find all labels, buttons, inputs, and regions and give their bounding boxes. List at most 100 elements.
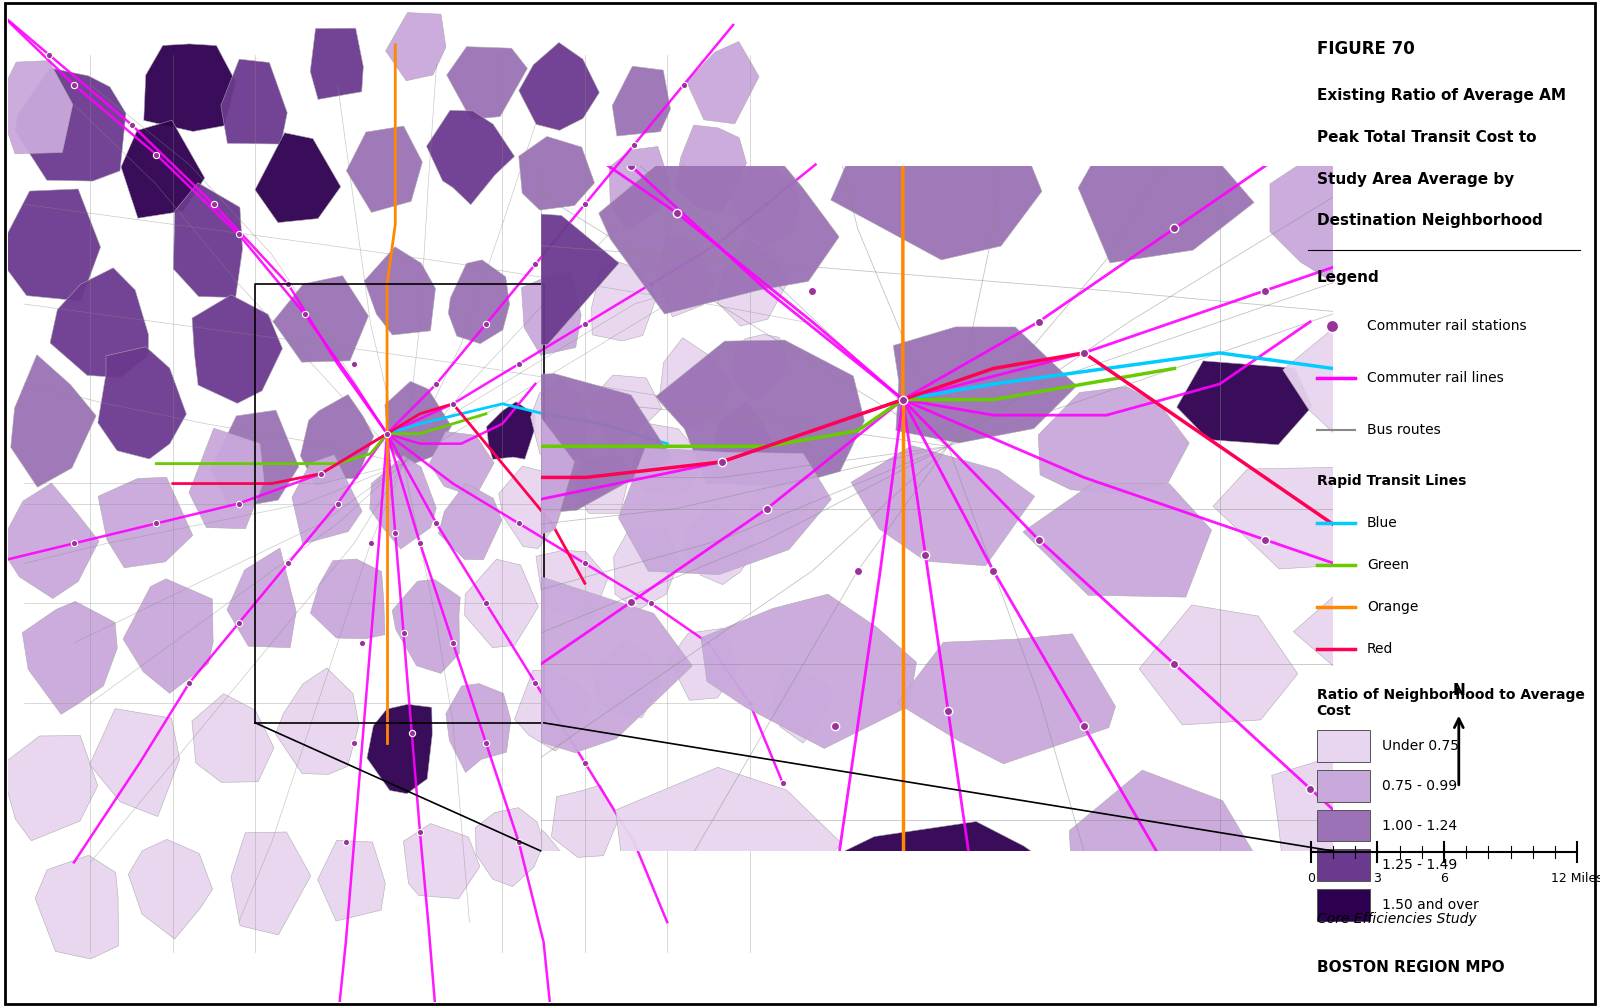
Polygon shape: [619, 448, 832, 575]
Polygon shape: [346, 126, 422, 212]
Polygon shape: [843, 822, 1067, 951]
Polygon shape: [586, 375, 662, 448]
Text: Commuter rail stations: Commuter rail stations: [1366, 319, 1526, 333]
Polygon shape: [98, 346, 186, 459]
Polygon shape: [475, 808, 544, 886]
Polygon shape: [90, 709, 179, 817]
Text: 6: 6: [1440, 872, 1448, 885]
Polygon shape: [531, 380, 587, 460]
Polygon shape: [522, 273, 581, 355]
Text: Legend: Legend: [1317, 270, 1379, 285]
Text: Commuter rail lines: Commuter rail lines: [1366, 371, 1504, 385]
Polygon shape: [486, 402, 536, 459]
Polygon shape: [1069, 770, 1259, 909]
Polygon shape: [1467, 284, 1600, 408]
Text: Red: Red: [1366, 642, 1394, 656]
Polygon shape: [0, 735, 98, 841]
Polygon shape: [221, 59, 288, 144]
Polygon shape: [0, 0, 168, 18]
Polygon shape: [386, 12, 446, 81]
Polygon shape: [446, 46, 528, 119]
Polygon shape: [717, 239, 789, 326]
Polygon shape: [0, 60, 72, 154]
Polygon shape: [275, 668, 358, 774]
Polygon shape: [518, 42, 600, 130]
Polygon shape: [1078, 140, 1254, 263]
Polygon shape: [1270, 151, 1440, 296]
Polygon shape: [16, 67, 126, 181]
Polygon shape: [0, 473, 75, 654]
Text: Blue: Blue: [1366, 517, 1398, 531]
Polygon shape: [574, 456, 629, 514]
Polygon shape: [685, 505, 757, 585]
Polygon shape: [1349, 952, 1552, 1007]
Polygon shape: [429, 432, 494, 497]
Polygon shape: [456, 577, 693, 752]
Text: 3: 3: [1373, 872, 1381, 885]
Polygon shape: [122, 120, 205, 219]
Polygon shape: [898, 633, 1115, 763]
Text: Existing Ratio of Average AM: Existing Ratio of Average AM: [1317, 88, 1566, 103]
Polygon shape: [0, 0, 80, 197]
Polygon shape: [174, 646, 430, 786]
Polygon shape: [1493, 0, 1600, 68]
Text: Rapid Transit Lines: Rapid Transit Lines: [1317, 473, 1466, 487]
Polygon shape: [446, 684, 510, 772]
Polygon shape: [386, 382, 451, 467]
Polygon shape: [526, 0, 752, 94]
Polygon shape: [656, 236, 714, 317]
Polygon shape: [310, 559, 386, 638]
Polygon shape: [50, 268, 149, 378]
Text: 12 Miles: 12 Miles: [1552, 872, 1600, 885]
Text: 1.25 - 1.49: 1.25 - 1.49: [1382, 858, 1458, 872]
Bar: [1317, 889, 1370, 921]
Polygon shape: [592, 261, 656, 341]
Polygon shape: [610, 147, 672, 231]
Polygon shape: [210, 410, 299, 509]
Text: 1.50 and over: 1.50 and over: [1382, 898, 1478, 912]
Polygon shape: [427, 111, 515, 204]
Polygon shape: [1586, 390, 1600, 504]
Polygon shape: [536, 551, 608, 621]
Polygon shape: [1459, 732, 1600, 842]
Polygon shape: [310, 28, 363, 100]
Polygon shape: [1272, 755, 1451, 883]
Text: 0: 0: [1307, 872, 1315, 885]
Polygon shape: [0, 299, 112, 495]
Polygon shape: [22, 601, 117, 714]
Polygon shape: [102, 444, 354, 628]
Polygon shape: [917, 987, 1162, 1007]
Text: Orange: Orange: [1366, 600, 1419, 614]
Polygon shape: [630, 424, 704, 494]
Polygon shape: [0, 189, 101, 301]
Polygon shape: [464, 559, 538, 648]
Polygon shape: [98, 477, 192, 568]
Polygon shape: [0, 868, 122, 1007]
Polygon shape: [291, 455, 362, 544]
Polygon shape: [0, 672, 163, 814]
Polygon shape: [730, 168, 800, 248]
Polygon shape: [774, 667, 834, 743]
Polygon shape: [192, 295, 283, 404]
Polygon shape: [366, 704, 432, 794]
Polygon shape: [518, 137, 595, 210]
Polygon shape: [0, 483, 99, 598]
Polygon shape: [613, 66, 670, 136]
Polygon shape: [701, 594, 917, 748]
Polygon shape: [413, 374, 672, 518]
Text: Under 0.75: Under 0.75: [1382, 739, 1459, 753]
Polygon shape: [614, 528, 678, 610]
Bar: [1317, 810, 1370, 842]
Text: Peak Total Transit Cost to: Peak Total Transit Cost to: [1317, 130, 1536, 145]
Polygon shape: [616, 767, 842, 933]
Polygon shape: [360, 394, 574, 556]
Polygon shape: [552, 784, 618, 857]
Polygon shape: [1518, 552, 1600, 672]
Polygon shape: [301, 395, 374, 486]
Text: BOSTON REGION MPO: BOSTON REGION MPO: [1317, 960, 1504, 975]
Text: Green: Green: [1366, 558, 1410, 572]
Polygon shape: [274, 276, 368, 363]
Polygon shape: [142, 0, 403, 85]
Polygon shape: [318, 840, 386, 921]
Polygon shape: [230, 832, 310, 934]
